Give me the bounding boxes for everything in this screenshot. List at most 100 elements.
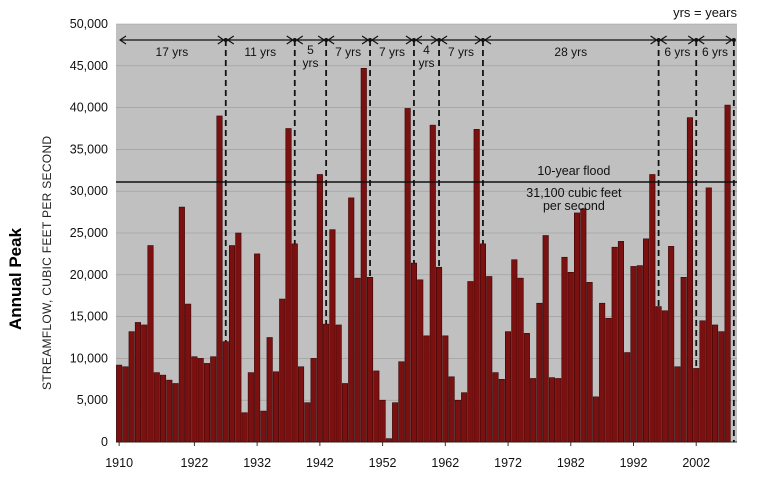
x-tick-label: 1952 xyxy=(369,456,397,470)
bar xyxy=(548,377,555,443)
arrowhead-right xyxy=(725,35,733,45)
bar xyxy=(505,331,512,443)
interval-label: 5 xyxy=(307,43,314,57)
arrowhead-right xyxy=(405,35,414,45)
interval-label: 4 xyxy=(423,43,430,57)
x-tick-label: 1932 xyxy=(243,456,271,470)
bar xyxy=(166,379,173,443)
arrowhead-right xyxy=(361,35,370,45)
arrowhead-left xyxy=(118,35,127,45)
bar xyxy=(141,324,148,443)
y-tick-label: 35,000 xyxy=(70,142,108,156)
bar xyxy=(373,370,380,443)
bar xyxy=(247,372,254,443)
marker-dot xyxy=(368,38,373,42)
bar xyxy=(134,322,141,443)
interval-label: 17 yrs xyxy=(156,45,189,59)
bar xyxy=(398,361,405,443)
bar xyxy=(210,356,217,443)
x-tick-labels: 1910 1922 1932 1942 1952 1962 1972 1982 1992 2002 xyxy=(105,442,710,470)
y-tick-label: 50,000 xyxy=(70,17,108,31)
bar xyxy=(153,372,160,443)
bar xyxy=(523,333,530,443)
bar xyxy=(617,241,624,443)
bar xyxy=(241,412,248,443)
bar xyxy=(574,212,581,443)
bar xyxy=(185,303,192,443)
bar xyxy=(586,282,593,443)
bar xyxy=(335,324,342,443)
arrowhead-left xyxy=(414,35,423,45)
years-note: yrs = years xyxy=(673,5,737,20)
bar xyxy=(536,302,543,443)
bar xyxy=(235,232,242,443)
interval-label-unit: yrs xyxy=(302,56,318,70)
bar xyxy=(216,115,223,443)
marker-dot xyxy=(656,38,661,42)
bar xyxy=(423,335,430,443)
bar xyxy=(473,129,480,443)
arrowhead-right xyxy=(430,35,439,45)
arrowhead-left xyxy=(295,35,304,45)
arrowhead-left xyxy=(483,35,492,45)
x-tick-label: 1972 xyxy=(494,456,522,470)
bar xyxy=(712,324,719,443)
bar xyxy=(285,128,292,443)
bar xyxy=(680,277,687,443)
bar xyxy=(222,341,229,443)
interval-label: 7 yrs xyxy=(379,45,405,59)
bar xyxy=(160,374,167,443)
bar xyxy=(542,235,549,443)
y-tick-label: 20,000 xyxy=(70,268,108,282)
bar xyxy=(254,253,261,443)
arrowhead-right xyxy=(474,35,483,45)
bar xyxy=(122,366,129,443)
x-tick-label: 1922 xyxy=(181,456,209,470)
bar xyxy=(580,208,587,443)
bar xyxy=(498,378,505,443)
y-tick-label: 30,000 xyxy=(70,184,108,198)
x-tick-label: 1962 xyxy=(431,456,459,470)
bar xyxy=(304,402,311,443)
x-tick-label: 1910 xyxy=(105,456,133,470)
bar xyxy=(693,368,700,443)
interval-label: 7 yrs xyxy=(335,45,361,59)
bar xyxy=(511,259,518,443)
bar xyxy=(492,372,499,443)
bar xyxy=(643,238,650,443)
bar xyxy=(429,124,436,443)
bar xyxy=(561,256,568,443)
bar xyxy=(436,266,443,443)
bar xyxy=(699,320,706,443)
interval-label-unit: yrs xyxy=(419,56,435,70)
bar xyxy=(329,229,336,443)
interval-label: 7 yrs xyxy=(448,45,474,59)
bar xyxy=(668,246,675,443)
arrowhead-right xyxy=(317,35,326,45)
bar xyxy=(417,279,424,443)
arrowhead-left xyxy=(327,35,335,45)
flood-label: 10-year flood xyxy=(537,164,610,178)
bar xyxy=(630,266,637,443)
bar xyxy=(341,383,348,443)
bar xyxy=(272,371,279,443)
bars-group xyxy=(116,68,731,443)
bar xyxy=(379,399,386,443)
bar xyxy=(266,337,273,443)
y-axis-subtitle: STREAMFLOW, CUBIC FEET PER SECOND xyxy=(40,135,54,390)
bar xyxy=(392,402,399,443)
bar xyxy=(354,277,361,443)
x-tick-label: 1982 xyxy=(557,456,585,470)
interval-label: 6 yrs xyxy=(664,45,690,59)
interval-label: 28 yrs xyxy=(554,45,587,59)
bar xyxy=(624,352,631,443)
bar xyxy=(636,265,643,443)
bar xyxy=(316,174,323,443)
bar xyxy=(530,378,537,443)
bar xyxy=(592,396,599,443)
arrowhead-right xyxy=(650,35,658,45)
marker-dot xyxy=(480,38,485,42)
